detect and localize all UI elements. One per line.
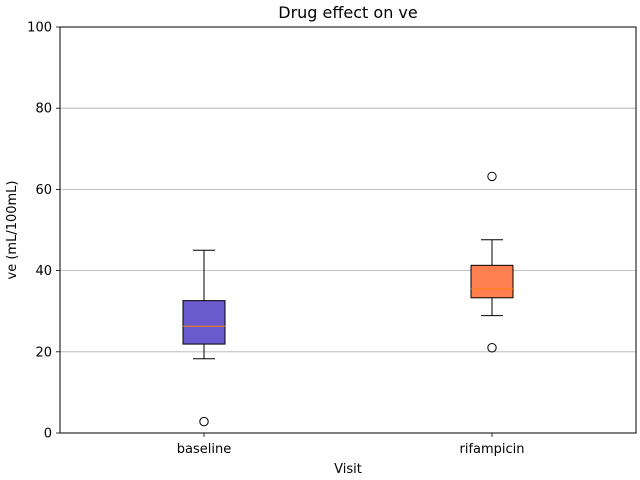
y-tick-label: 100	[27, 21, 52, 36]
axis-layer: 0 20 40 60 80 100 baseline rifampicin	[27, 21, 637, 457]
x-tick-label: rifampicin	[459, 442, 524, 457]
y-axis-title: ve (mL/100mL)	[5, 181, 20, 280]
outlier-point	[487, 343, 497, 353]
x-axis-title: Visit	[334, 462, 362, 477]
y-tick-label: 80	[35, 102, 52, 117]
chart-title: Drug effect on ve	[278, 3, 417, 22]
outlier-point	[199, 416, 209, 427]
outlier-point	[487, 171, 497, 182]
y-tick-label: 40	[35, 264, 52, 279]
box-baseline	[182, 300, 226, 345]
y-tick-label: 0	[44, 427, 52, 442]
box-rifampicin	[470, 264, 514, 299]
y-tick-label: 20	[35, 345, 52, 360]
y-tick-label: 60	[35, 183, 52, 198]
plot-frame	[59, 26, 637, 434]
box-layer	[182, 171, 514, 427]
x-tick-label: baseline	[177, 442, 231, 457]
grid-layer	[60, 107, 636, 353]
